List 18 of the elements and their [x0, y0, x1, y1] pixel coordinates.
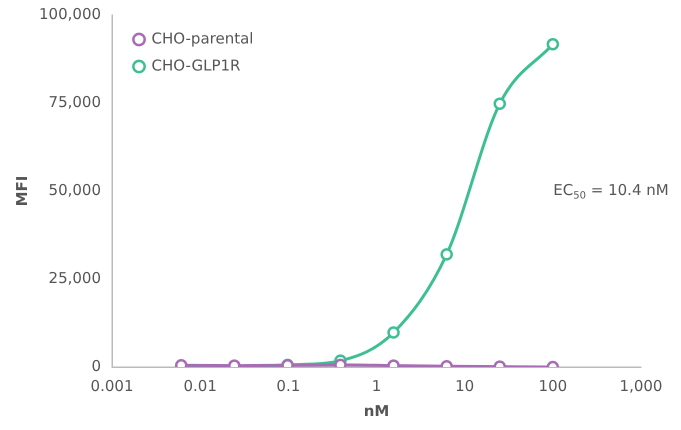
legend-label: CHO-GLP1R	[152, 56, 240, 74]
y-tick-label: 25,000	[48, 268, 102, 287]
y-tick-label: 50,000	[48, 180, 102, 199]
point	[546, 38, 560, 50]
legend-label: CHO-parental	[152, 29, 254, 48]
x-tick-label: 10	[455, 376, 474, 395]
x-tick-label: 100	[538, 376, 568, 395]
x-tick-label: 0.001	[90, 376, 134, 395]
x-tick-label: 0.1	[276, 376, 300, 395]
x-tick-label: 0.01	[183, 376, 217, 395]
y-tick-label: 100,000	[39, 4, 102, 23]
point	[494, 97, 506, 110]
x-tick-label: 1,000	[620, 376, 662, 395]
y-axis-title: MFI	[12, 176, 31, 206]
x-tick-label: 1	[372, 376, 382, 395]
y-tick-label: 0	[91, 356, 102, 375]
x-axis-title: nM	[364, 402, 390, 420]
y-tick-label: 75,000	[48, 92, 102, 111]
